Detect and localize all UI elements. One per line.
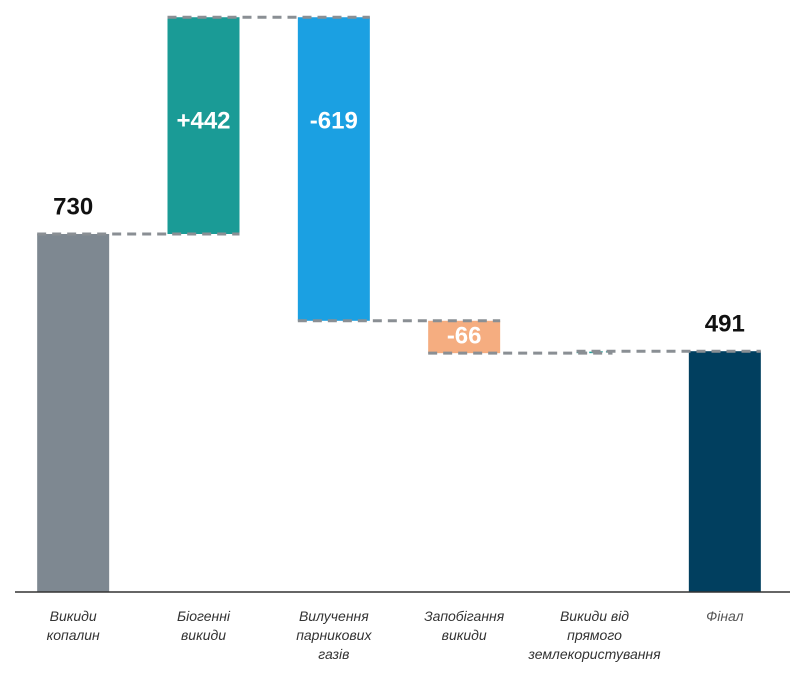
x-tick-label: Вилучення парникових газів	[296, 608, 372, 662]
bar	[167, 17, 240, 234]
x-tick-label: Викиди від прямого землекористування	[528, 608, 661, 662]
value-label: -66	[447, 322, 482, 349]
x-tick-label: Фінал	[706, 608, 744, 624]
value-label: 491	[705, 311, 745, 338]
x-tick-label: Запобігання викиди	[424, 608, 505, 643]
bar	[688, 351, 761, 592]
x-tick-label: Викиди копалин	[46, 608, 100, 643]
value-label: 730	[53, 193, 93, 220]
bar	[297, 17, 370, 321]
x-tick-label: Біогенні викиди	[176, 608, 231, 643]
value-label: +442	[176, 108, 230, 135]
bar	[37, 233, 110, 592]
bar	[428, 320, 501, 354]
value-label: -619	[310, 108, 358, 135]
